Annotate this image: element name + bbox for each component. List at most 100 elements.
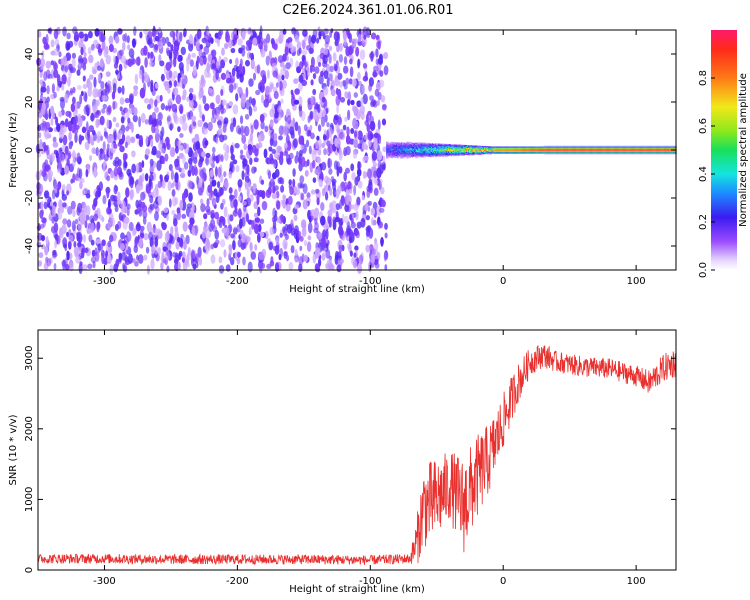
noise-blob	[167, 181, 172, 191]
signal-cell	[479, 152, 481, 154]
signal-cell	[488, 148, 490, 150]
signal-cell	[554, 148, 556, 150]
signal-cell	[501, 148, 503, 150]
signal-cell	[489, 149, 491, 151]
signal-cell	[450, 152, 452, 154]
noise-blob	[192, 65, 197, 76]
signal-cell	[561, 148, 563, 150]
noise-blob	[111, 217, 115, 227]
signal-cell	[552, 145, 554, 147]
signal-cell	[504, 152, 506, 154]
signal-cell	[424, 144, 426, 146]
signal-cell	[446, 149, 449, 151]
signal-cell	[456, 147, 458, 149]
signal-cell	[528, 151, 530, 153]
signal-cell	[480, 145, 483, 147]
noise-blob	[271, 148, 276, 155]
signal-cell	[407, 145, 409, 147]
noise-blob	[159, 60, 165, 67]
signal-cell	[396, 152, 399, 154]
signal-cell	[496, 148, 498, 150]
signal-cell	[579, 151, 581, 153]
signal-cell	[430, 156, 433, 158]
noise-blob	[214, 230, 219, 240]
noise-blob	[185, 234, 190, 245]
signal-cell	[487, 147, 489, 149]
noise-blob	[113, 143, 118, 149]
signal-cell	[417, 156, 419, 158]
noise-blob	[186, 252, 192, 260]
signal-cell	[563, 149, 565, 151]
noise-blob	[241, 31, 246, 40]
signal-cell	[550, 147, 552, 149]
signal-cell	[573, 148, 575, 150]
signal-cell	[519, 149, 521, 151]
signal-cell	[554, 151, 556, 153]
signal-cell	[553, 150, 555, 152]
noise-blob	[88, 54, 94, 64]
noise-blob	[38, 252, 44, 259]
signal-cell	[535, 152, 537, 154]
noise-blob	[215, 136, 219, 145]
signal-cell	[596, 146, 598, 148]
signal-cell	[454, 148, 456, 150]
noise-blob	[198, 256, 203, 266]
signal-cell	[509, 147, 511, 149]
signal-cell	[442, 150, 444, 152]
signal-cell	[580, 145, 582, 147]
signal-cell	[556, 149, 558, 151]
signal-cell	[453, 148, 455, 150]
signal-cell	[615, 151, 618, 153]
noise-blob	[345, 77, 350, 85]
signal-cell	[442, 152, 444, 154]
noise-blob	[183, 31, 187, 38]
signal-cell	[506, 147, 508, 149]
signal-cell	[530, 147, 533, 149]
signal-cell	[604, 145, 606, 147]
noise-blob	[157, 41, 163, 49]
signal-cell	[484, 152, 486, 154]
signal-cell	[514, 151, 517, 153]
signal-cell	[462, 147, 464, 149]
signal-cell	[478, 152, 480, 154]
signal-cell	[604, 148, 606, 150]
signal-cell	[435, 151, 437, 153]
signal-cell	[541, 150, 543, 152]
signal-cell	[408, 156, 410, 158]
signal-cell	[518, 148, 520, 150]
signal-cell	[628, 151, 630, 153]
signal-cell	[474, 152, 476, 154]
noise-blob	[296, 150, 299, 158]
signal-cell	[631, 152, 634, 154]
signal-cell	[417, 147, 419, 149]
signal-cell	[484, 150, 486, 152]
noise-blob	[360, 217, 366, 228]
noise-blob	[298, 82, 303, 92]
noise-blob	[68, 261, 74, 272]
signal-cell	[396, 145, 399, 147]
signal-cell	[399, 146, 401, 148]
signal-cell	[495, 149, 497, 151]
signal-cell	[406, 144, 408, 146]
signal-cell	[536, 146, 538, 148]
noise-blob	[188, 42, 194, 52]
signal-cell	[443, 150, 445, 152]
signal-cell	[450, 147, 452, 149]
signal-cell	[523, 149, 525, 151]
signal-cell	[445, 145, 447, 147]
signal-cell	[390, 143, 392, 145]
signal-cell	[405, 152, 407, 154]
noise-blob	[346, 225, 352, 235]
noise-blob	[357, 180, 363, 189]
signal-cell	[461, 154, 463, 156]
noise-blob	[138, 69, 143, 80]
noise-blob	[199, 111, 203, 119]
signal-cell	[434, 155, 436, 157]
signal-cell	[583, 148, 585, 150]
signal-cell	[459, 150, 461, 152]
signal-cell	[412, 145, 414, 147]
signal-cell	[570, 151, 572, 153]
noise-blob	[170, 226, 174, 235]
signal-cell	[424, 151, 426, 153]
signal-cell	[561, 145, 563, 147]
